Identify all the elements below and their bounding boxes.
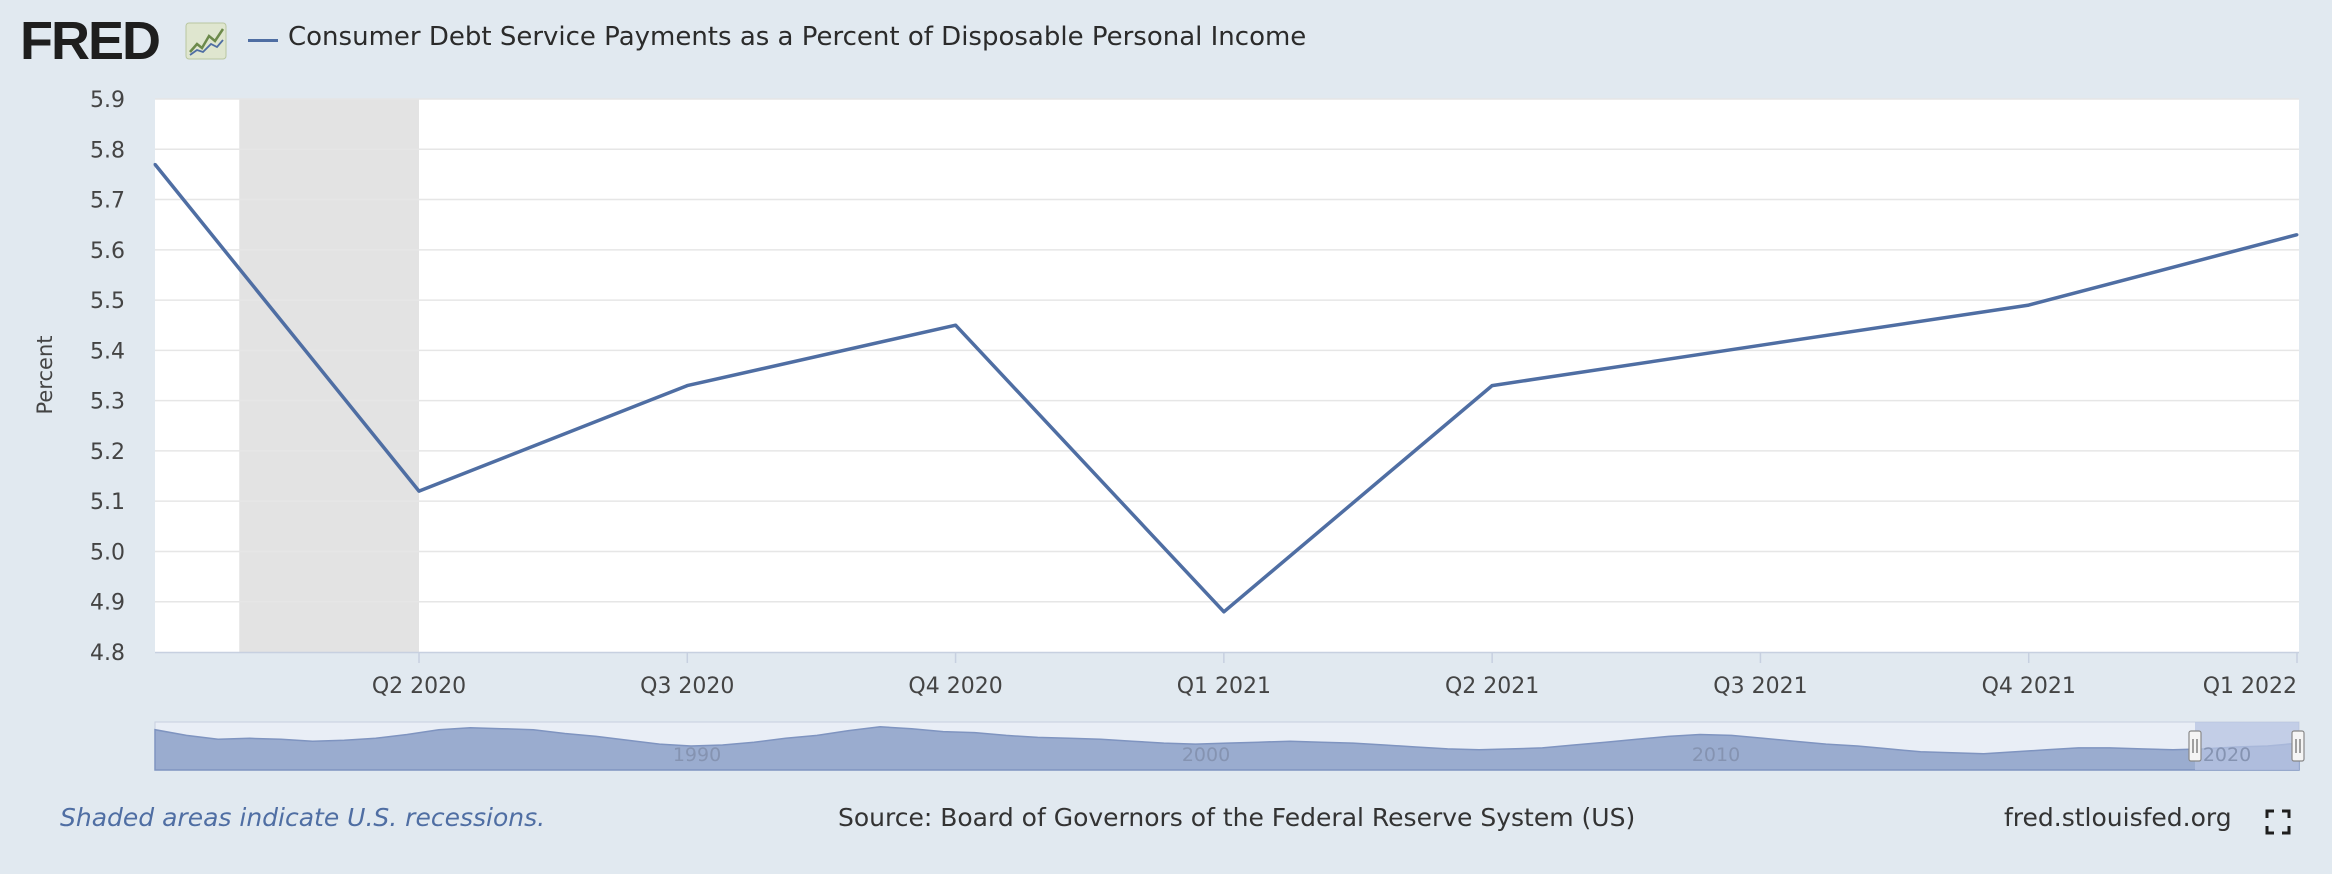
navigator-year-label: 2020 xyxy=(2203,744,2251,766)
x-tick-label: Q4 2020 xyxy=(908,674,1002,699)
chart-area: 4.8 4.9 5.0 5.1 5.2 5.3 5.4 5.5 5.6 5.7 5.8 5.9 Q2 … xyxy=(33,88,2305,771)
y-tick-label: 4.8 xyxy=(90,641,125,666)
y-tick-label: 5.8 xyxy=(90,138,125,163)
y-tick-label: 5.4 xyxy=(90,339,125,364)
y-tick-label: 5.5 xyxy=(90,289,125,314)
line-graph-icon xyxy=(185,22,227,60)
navigator-year-labels: 1990 2000 2010 2020 xyxy=(673,744,2251,766)
plot-background xyxy=(155,99,2299,652)
y-tick-label: 4.9 xyxy=(90,591,125,616)
chart-header: FRED Consumer Debt Service Payments as a… xyxy=(0,0,2332,80)
y-tick-label: 5.2 xyxy=(90,440,125,465)
x-axis-ticks: Q2 2020 Q3 2020 Q4 2020 Q1 2021 Q2 2021 Q3 20… xyxy=(372,652,2298,699)
y-tick-label: 5.7 xyxy=(90,189,125,214)
navigator-year-label: 2000 xyxy=(1182,744,1230,766)
x-tick-label: Q1 2021 xyxy=(1177,674,1271,699)
navigator-year-label: 2010 xyxy=(1692,744,1740,766)
legend-line-swatch xyxy=(248,39,278,42)
y-tick-label: 5.0 xyxy=(90,540,125,565)
y-tick-label: 5.6 xyxy=(90,239,125,264)
fred-logo[interactable]: FRED xyxy=(20,14,230,68)
recession-note: Shaded areas indicate U.S. recessions. xyxy=(60,803,546,832)
x-tick-label: Q4 2021 xyxy=(1982,674,2076,699)
data-point xyxy=(417,489,421,493)
navigator-area xyxy=(154,726,2300,771)
data-points xyxy=(153,162,2299,614)
x-tick-label: Q2 2020 xyxy=(372,674,466,699)
navigator-left-handle[interactable] xyxy=(2188,730,2202,762)
x-tick-label: Q3 2020 xyxy=(640,674,734,699)
data-point xyxy=(1222,610,1226,614)
y-tick-label: 5.9 xyxy=(90,88,125,113)
gridlines xyxy=(155,98,2299,603)
recession-shading xyxy=(239,99,419,652)
source-text: Source: Board of Governors of the Federa… xyxy=(838,803,1636,832)
y-tick-label: 5.3 xyxy=(90,390,125,415)
range-navigator[interactable]: 1990 2000 2010 2020 xyxy=(154,721,2305,771)
y-axis-ticks: 4.8 4.9 5.0 5.1 5.2 5.3 5.4 5.5 5.6 5.7 5.8 5.9 xyxy=(90,88,125,666)
fullscreen-icon[interactable] xyxy=(2265,809,2291,835)
x-tick-label: Q2 2021 xyxy=(1445,674,1539,699)
fred-logo-text: FRED xyxy=(20,11,161,71)
data-point xyxy=(2027,303,2031,307)
data-point xyxy=(2295,233,2299,237)
fred-url-link[interactable]: fred.stlouisfed.org xyxy=(2004,803,2232,832)
navigator-year-label: 1990 xyxy=(673,744,721,766)
data-point xyxy=(1490,384,1494,388)
data-point xyxy=(954,323,958,327)
x-tick-label: Q1 2022 xyxy=(2203,674,2297,699)
y-tick-label: 5.1 xyxy=(90,490,125,515)
navigator-right-handle[interactable] xyxy=(2291,730,2305,762)
chart-title: Consumer Debt Service Payments as a Perc… xyxy=(288,22,1307,52)
data-point xyxy=(153,162,157,166)
data-point xyxy=(1758,343,1762,347)
x-tick-label: Q3 2021 xyxy=(1713,674,1807,699)
navigator-selected-range[interactable] xyxy=(2195,722,2299,770)
data-point xyxy=(685,384,689,388)
y-axis-label: Percent xyxy=(33,335,57,414)
